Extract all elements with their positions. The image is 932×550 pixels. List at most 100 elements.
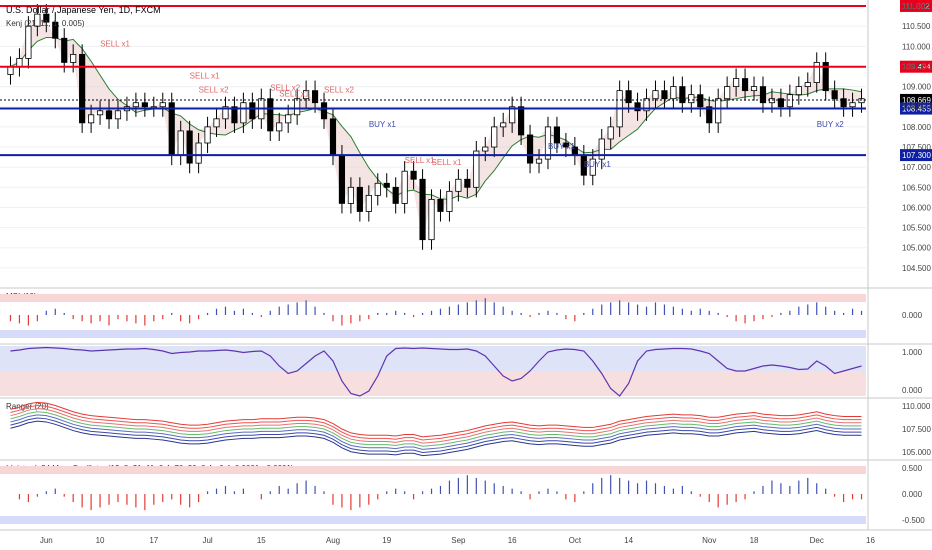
tdi-line [10, 346, 862, 397]
panel-axis-tick: -0.500 [902, 516, 925, 525]
oversold-zone [0, 330, 866, 338]
time-axis-label: 19 [382, 536, 391, 545]
candle-body [589, 158, 596, 176]
candle-body [338, 154, 346, 204]
candle-body [768, 98, 776, 104]
panel-axis-tick: 110.000 [902, 402, 931, 411]
time-axis-label: Oct [569, 536, 582, 545]
level-price-tag [900, 60, 932, 73]
candle-body [464, 178, 471, 188]
level-price-tag [900, 149, 932, 162]
candle-body [715, 98, 722, 124]
candle-body [733, 78, 740, 88]
price-axis-tick: 107.000 [902, 163, 931, 172]
candle-body [804, 82, 811, 88]
candle-body [437, 198, 444, 212]
candle-body [204, 126, 211, 144]
candle-body [526, 134, 534, 164]
sell-signal-label: SELL x1 [279, 90, 309, 99]
candle-body [535, 158, 543, 164]
candle-body [661, 90, 668, 100]
candle-body [724, 86, 731, 100]
time-axis-label: Dec [810, 536, 824, 545]
buy-signal-label: BUY x1 [584, 160, 612, 169]
time-axis-label: Nov [702, 536, 716, 545]
candle-body [625, 90, 632, 104]
candle-body [52, 21, 59, 39]
panel-axis-tick: 0.000 [902, 386, 923, 395]
candle-body [553, 126, 561, 144]
candle-body [518, 106, 525, 136]
buy-signal-label: BUY x1 [548, 142, 576, 151]
candle-body [410, 170, 417, 180]
candle-body [240, 102, 247, 124]
overbought-zone [0, 294, 866, 302]
candle-body [267, 98, 274, 132]
candle-body [759, 86, 767, 104]
candle-body [294, 98, 301, 116]
price-axis-tick: 105.000 [902, 244, 931, 253]
candle-body [562, 142, 569, 148]
candle-body [482, 146, 489, 152]
level-price-label: 108.455 [902, 105, 931, 114]
candle-body [213, 118, 220, 128]
candle-body [34, 13, 41, 27]
panel-axis-tick: 105.000 [902, 448, 931, 457]
level-price-label: 107.300 [902, 151, 931, 160]
candle-body [25, 25, 32, 59]
candle-body [500, 122, 507, 128]
time-axis-label: Sep [451, 536, 466, 545]
panel-axis-tick: 107.500 [902, 425, 931, 434]
candle-body [741, 78, 749, 92]
candle-body [428, 198, 435, 241]
panel-axis-tick: 1.000 [902, 348, 923, 357]
candle-body [607, 126, 614, 140]
candle-body [509, 106, 516, 124]
candle-body [276, 122, 283, 132]
time-axis-label: 10 [96, 536, 105, 545]
candle-body [401, 170, 408, 204]
level-price-label: 109.494 [902, 63, 931, 72]
price-axis-tick: 106.000 [902, 203, 931, 212]
candle-body [491, 126, 498, 148]
candle-body [849, 102, 856, 108]
candle-body [374, 182, 381, 196]
upper-zone [0, 346, 866, 371]
candle-body [132, 102, 139, 108]
candle-body [329, 118, 337, 156]
candle-body [670, 86, 677, 100]
ranger-band [10, 417, 862, 454]
sell-signal-label: SELL x2 [270, 84, 300, 93]
candle-body [777, 98, 784, 108]
time-axis-label: 16 [866, 536, 875, 545]
candle-body [168, 102, 175, 156]
candle-body [455, 178, 462, 192]
price-axis-tick: 111.000 [902, 2, 930, 11]
sell-signal-label: SELL x1 [100, 39, 130, 48]
kenj-line [10, 36, 862, 200]
candle-body [795, 86, 802, 96]
candle-body [365, 194, 372, 212]
candle-body [419, 178, 426, 241]
candle-body [88, 114, 95, 124]
candle-body [822, 62, 829, 92]
price-axis-tick: 104.500 [902, 264, 931, 273]
sell-signal-label: SELL x1 [405, 156, 435, 165]
indicator-label: Kenj (21, 11, 1, 0.005) [6, 19, 85, 28]
ranger-band [10, 420, 862, 457]
price-axis-tick: 105.500 [902, 224, 931, 233]
candle-body [392, 186, 399, 204]
candle-body [750, 86, 758, 92]
price-axis-tick: 110.000 [902, 42, 931, 51]
price-axis-tick: 108.500 [902, 103, 931, 112]
price-axis-tick: 108.000 [902, 123, 931, 132]
candle-body [652, 90, 659, 100]
level-price-label: 108.669 [902, 96, 931, 105]
panel-title: Ranger (20) [6, 402, 49, 411]
level-price-tag [900, 0, 932, 12]
candle-body [473, 150, 480, 188]
time-axis-label: 17 [149, 536, 158, 545]
candle-body [285, 114, 292, 124]
